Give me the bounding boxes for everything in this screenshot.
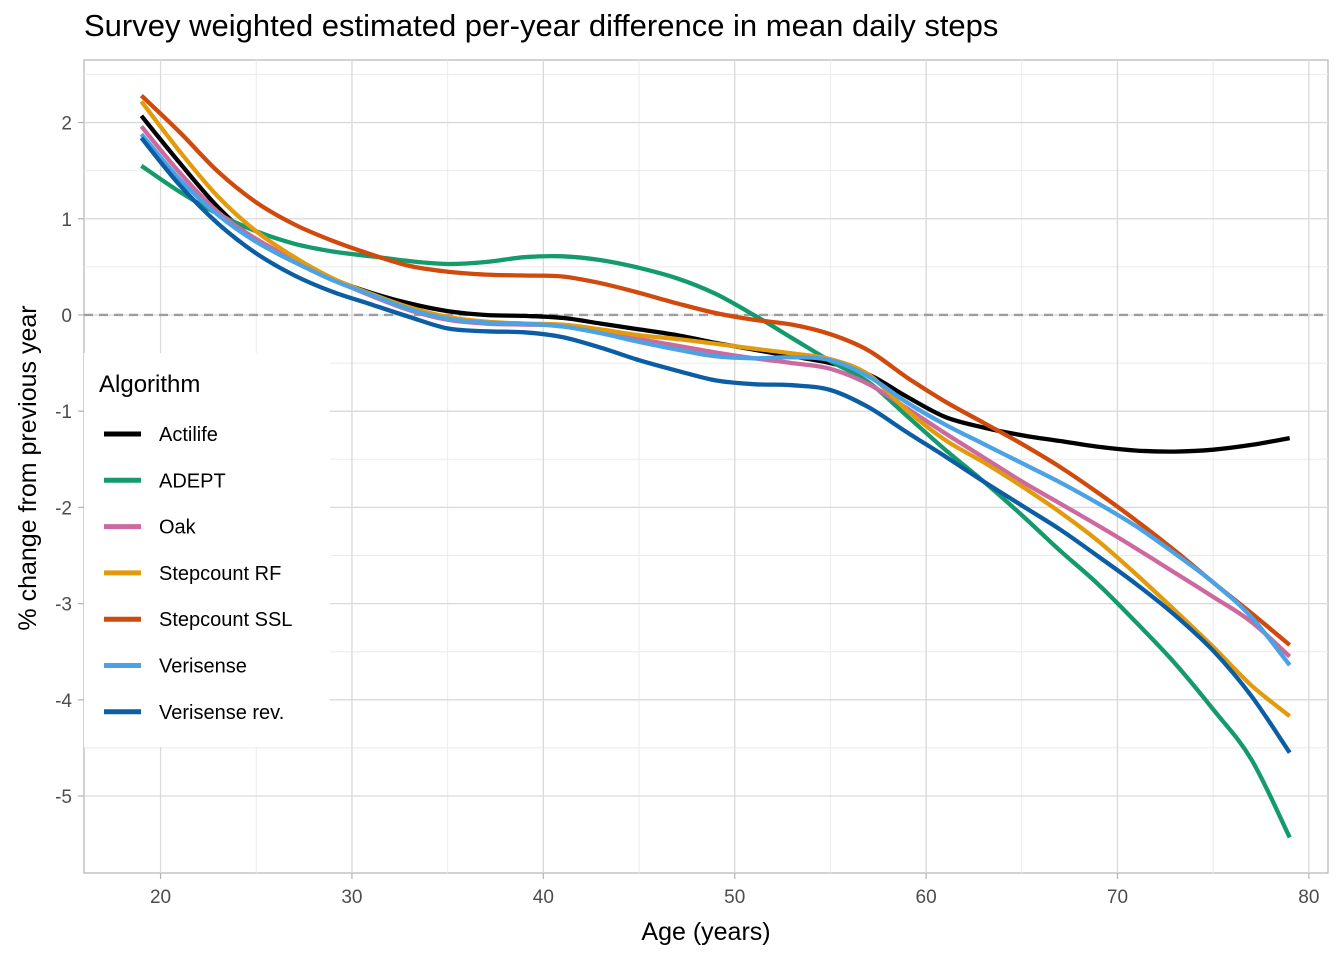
y-tick-label: 2 <box>61 114 72 135</box>
x-tick-label: 20 <box>150 887 171 908</box>
legend-items: Actilife ADEPT Oak Stepcount RF Stepcount SS… <box>104 424 292 724</box>
x-tick-label: 40 <box>533 887 554 908</box>
series-lines <box>139 94 1292 839</box>
legend-label-oak: Oak <box>159 517 197 539</box>
y-tick-label: -2 <box>55 498 72 519</box>
y-tick-label: -1 <box>55 402 72 423</box>
legend-label-verisense-rev: Verisense rev. <box>159 702 284 724</box>
series-line-stepcount-ssl <box>139 94 1292 647</box>
series-line-adept <box>140 164 1292 839</box>
y-tick-label: -3 <box>55 595 72 616</box>
chart-title: Survey weighted estimated per-year diffe… <box>84 8 999 43</box>
legend-label-actilife: Actilife <box>159 424 218 446</box>
x-tick-label: 60 <box>916 887 937 908</box>
y-axis: -5 -4 -3 -2 -1 0 1 2 <box>55 114 84 808</box>
y-tick-label: -5 <box>55 787 72 808</box>
legend-background <box>84 353 330 747</box>
x-tick-label: 30 <box>341 887 362 908</box>
x-axis: 20 30 40 50 60 70 80 <box>150 873 1319 908</box>
x-tick-label: 70 <box>1107 887 1128 908</box>
y-tick-label: 0 <box>61 306 72 327</box>
legend-label-stepcount-ssl: Stepcount SSL <box>159 609 292 631</box>
legend-label-adept: ADEPT <box>159 470 226 492</box>
x-tick-label: 80 <box>1298 887 1319 908</box>
series-line-verisense-rev <box>139 136 1292 754</box>
y-axis-title: % change from previous year <box>14 305 42 630</box>
legend-title: Algorithm <box>99 371 200 398</box>
y-tick-label: -4 <box>55 691 72 712</box>
legend-label-stepcount-rf: Stepcount RF <box>159 563 281 585</box>
legend-label-verisense: Verisense <box>159 656 247 678</box>
legend: Algorithm Actilife ADEPT Oak Stepcount RF St… <box>84 353 330 747</box>
y-tick-label: 1 <box>61 210 72 231</box>
series-line-verisense <box>139 132 1292 667</box>
x-axis-title: Age (years) <box>641 918 770 946</box>
x-tick-label: 50 <box>724 887 745 908</box>
